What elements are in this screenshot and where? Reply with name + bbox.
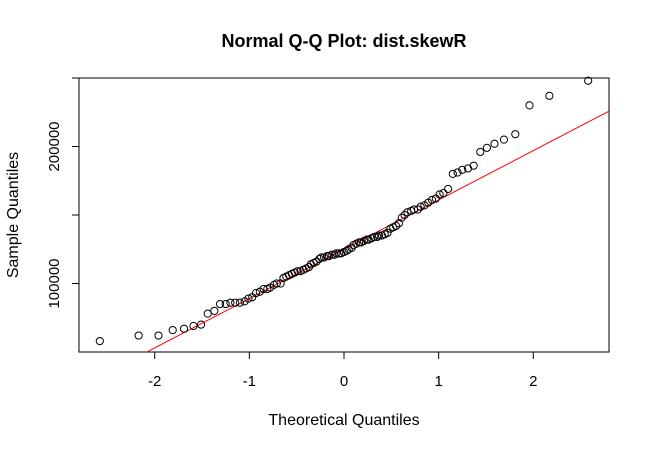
reference-line-layer [145,110,609,352]
x-tick-label: 2 [529,373,537,390]
data-point [391,221,401,231]
data-point [317,253,326,262]
points-layer [95,76,593,346]
data-point [499,135,509,144]
data-point [168,325,177,335]
data-point [251,288,261,298]
data-point [179,324,189,333]
data-point [416,202,425,211]
data-point [231,298,240,307]
data-point [525,101,534,110]
data-point [196,320,206,329]
data-point [293,267,302,276]
data-point [476,147,485,157]
data-point [272,279,281,288]
data-point [134,331,143,340]
data-point [347,243,356,252]
data-point [304,262,314,272]
x-tick-label: 1 [434,373,442,390]
data-point [397,213,406,222]
data-point [373,232,382,242]
data-point [383,228,392,237]
y-axis: 100000 200000 [46,77,79,309]
y-axis-label: Sample Quantiles [5,152,22,278]
data-point [453,168,462,177]
data-point [413,205,422,214]
data-point [235,298,244,307]
data-point [427,195,437,205]
data-point [203,309,212,318]
data-point [210,306,219,315]
data-point [226,298,235,307]
data-point [545,91,554,100]
data-point [469,161,478,170]
data-point [342,246,351,255]
y-tick-label: 100000 [46,258,63,308]
data-point [221,299,230,309]
data-point [435,190,444,199]
data-point [374,231,384,240]
x-tick-label: -2 [148,373,161,390]
data-point [458,165,467,174]
data-point [95,336,104,346]
data-point [154,331,163,340]
data-point [370,232,379,242]
data-point [584,76,593,85]
x-tick-label: 0 [340,373,348,390]
data-point [511,130,520,139]
data-point [315,254,324,263]
data-point [312,257,321,266]
plot-frame [78,77,610,353]
x-axis: -2 -1 0 1 2 [148,351,537,390]
data-point [490,139,499,148]
data-point [482,143,492,152]
data-point [215,299,225,309]
data-point [400,210,409,220]
data-point [327,250,336,259]
chart-title: Normal Q-Q Plot: dist.skewR [221,31,466,51]
data-point [448,169,457,178]
x-tick-label: -1 [243,373,256,390]
data-point [244,294,253,303]
qq-reference-line [145,110,609,352]
data-point [189,321,198,331]
data-point [439,188,448,198]
data-point [332,249,341,258]
y-tick-label: 200000 [46,121,63,171]
data-point [444,184,453,194]
x-axis-label: Theoretical Quantiles [268,412,419,429]
